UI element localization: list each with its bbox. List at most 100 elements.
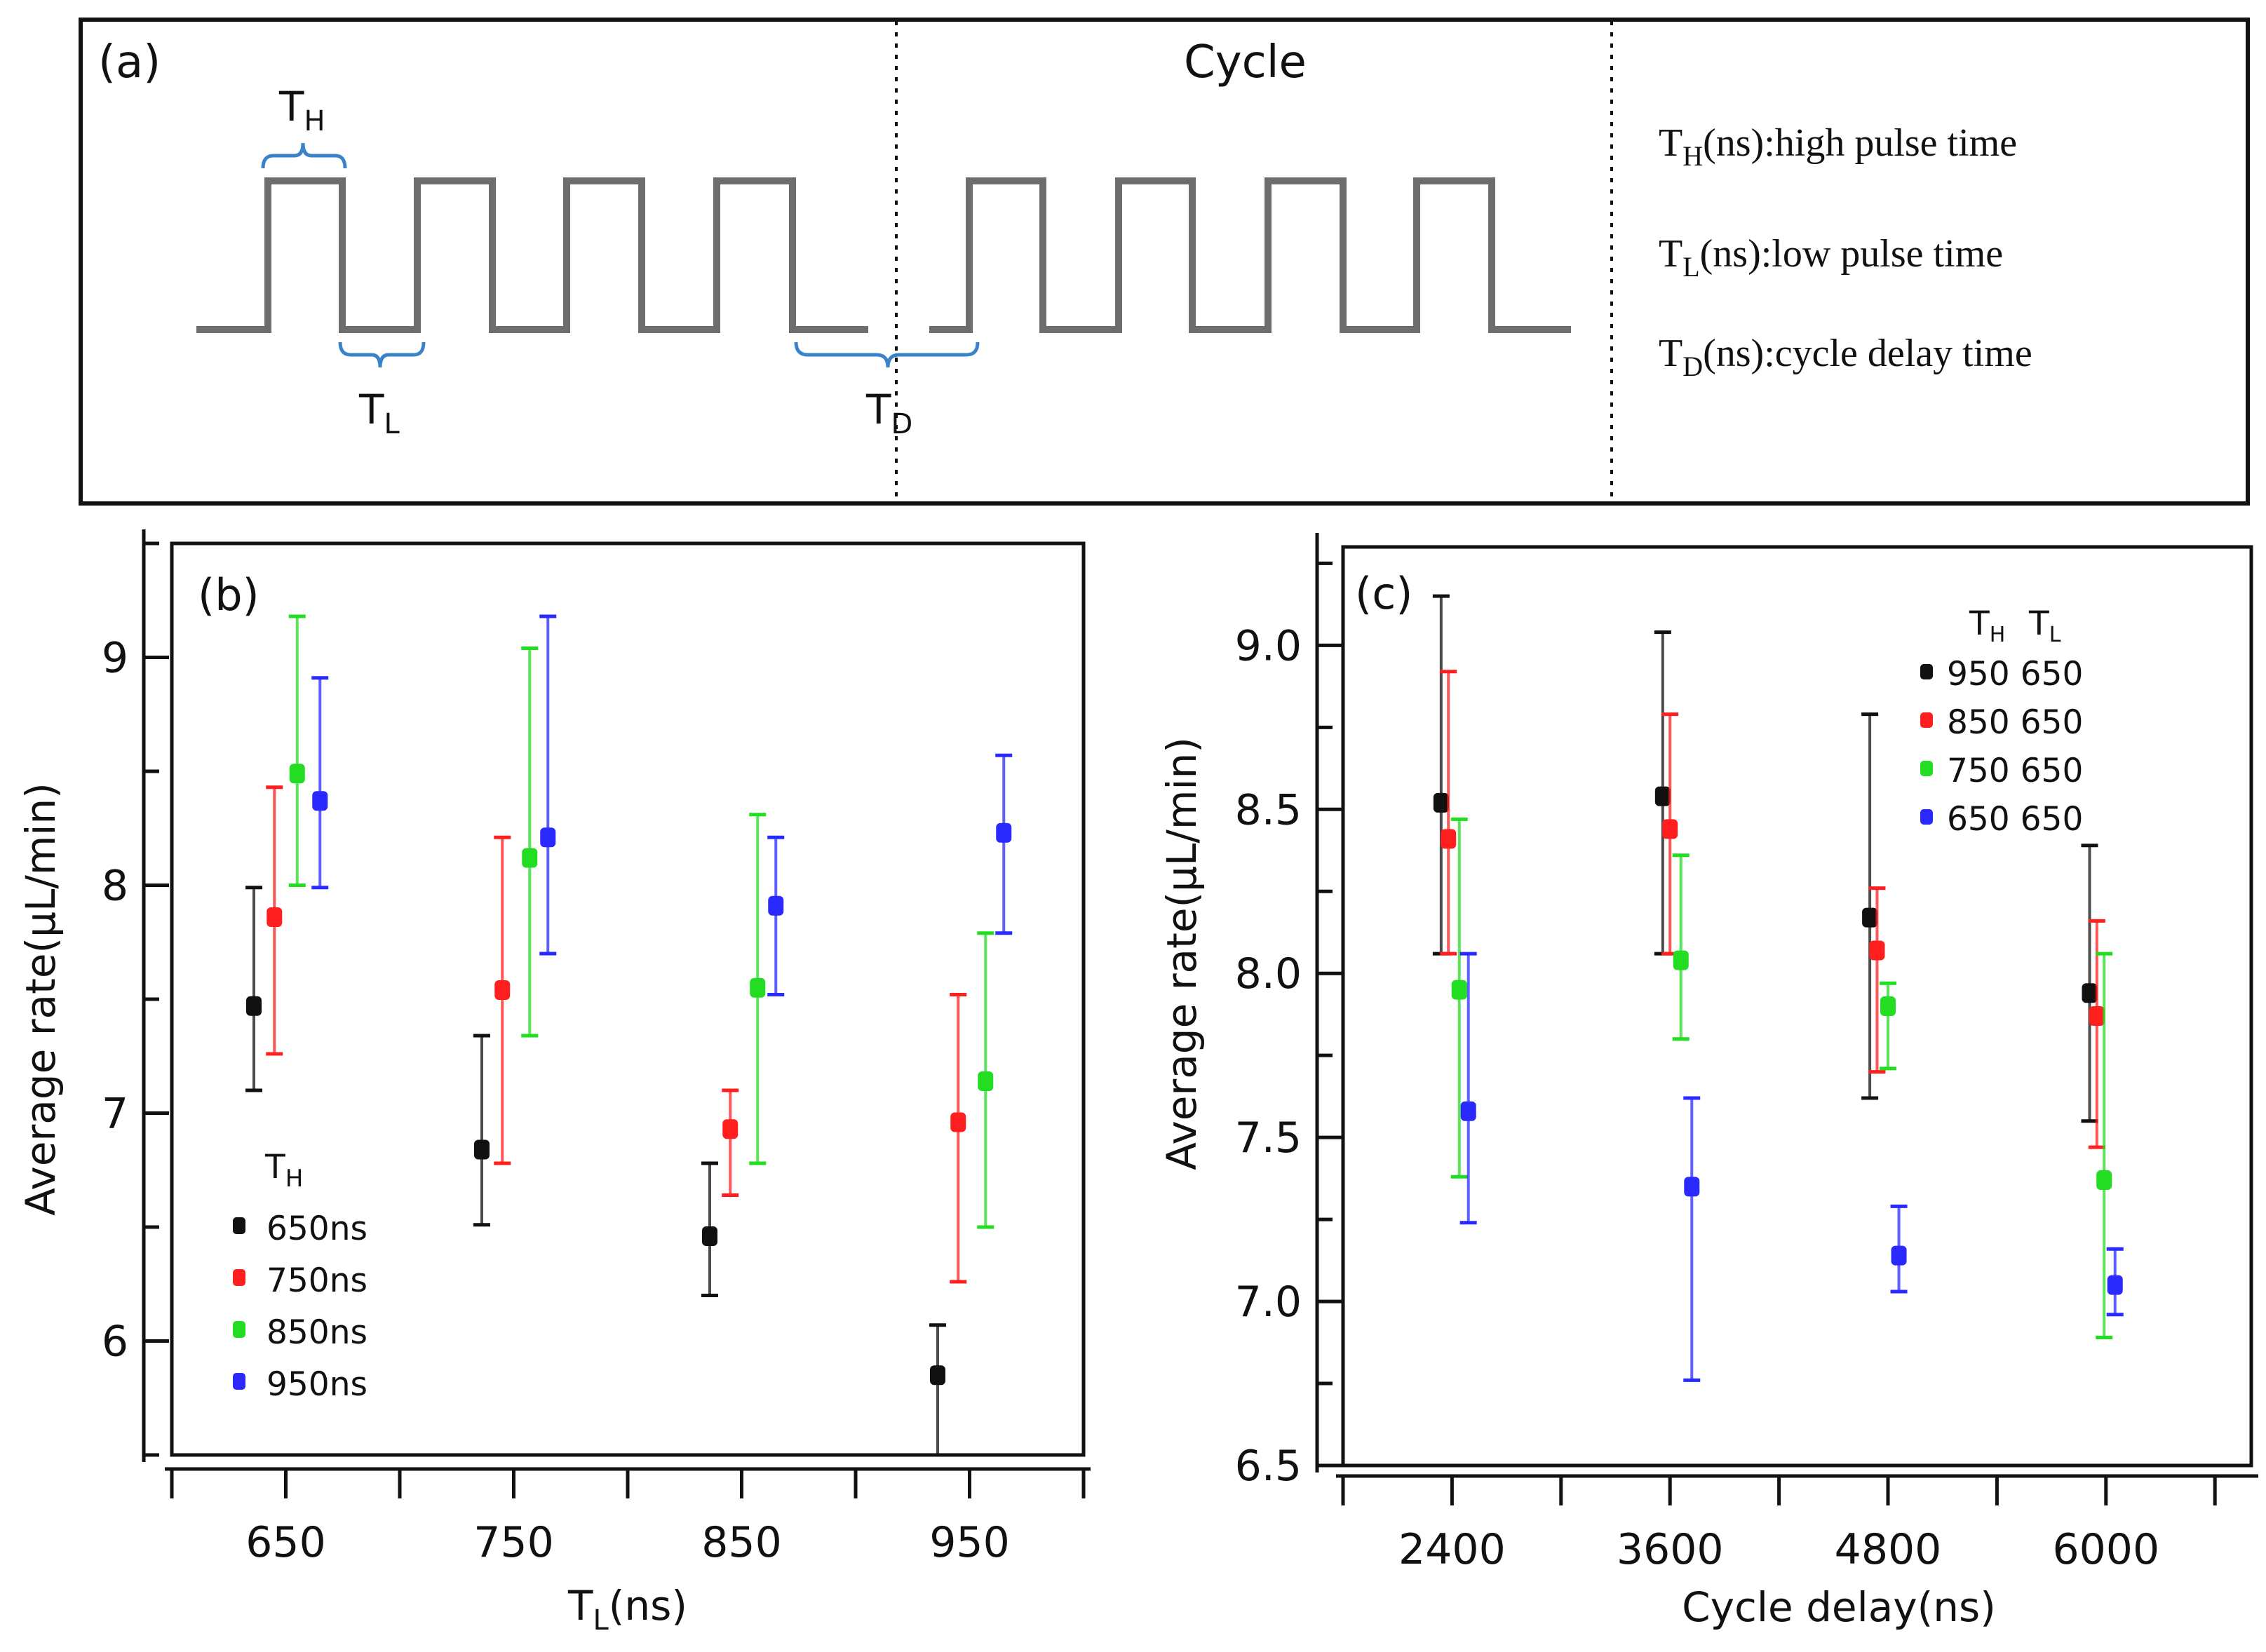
panel-c-data <box>1432 594 2124 1382</box>
y-tick-label: 6.5 <box>1235 1442 1302 1491</box>
def-tl: TL(ns):low pulse time <box>1659 232 2003 283</box>
data-point <box>1662 819 1678 839</box>
data-point <box>2082 983 2098 1003</box>
panel-c-plot-frame <box>1341 545 2253 1468</box>
data-point <box>1451 980 1467 1000</box>
series-750-650 <box>1450 817 2113 1340</box>
panel-c-legend: 950 650 850 650 750 650 650 650 <box>1920 655 2083 839</box>
pulse-train-cycle-2 <box>929 177 1571 333</box>
x-tick-label: 4800 <box>1835 1525 1942 1574</box>
data-point <box>702 1226 717 1246</box>
brace-th <box>261 142 347 169</box>
panel-b-legend-title: TH <box>264 1148 303 1193</box>
data-point <box>1862 907 1878 928</box>
legend-marker <box>1920 712 1933 728</box>
legend-marker <box>233 1269 245 1286</box>
td-label: TD <box>865 386 912 440</box>
brace-tl <box>338 341 426 368</box>
data-point <box>1433 792 1449 813</box>
legend-label: 650ns <box>267 1210 367 1248</box>
legend-marker <box>233 1373 245 1390</box>
y-tick-label: 8.5 <box>1235 785 1302 834</box>
y-tick-label: 7.0 <box>1235 1278 1302 1327</box>
panel-c-y-axis: 6.5 7.0 7.5 8.0 8.5 9.0 <box>1235 533 1342 1491</box>
legend-marker <box>233 1321 245 1338</box>
series-850-650 <box>1440 670 2105 1149</box>
x-tick-label: 850 <box>701 1518 782 1567</box>
series-950-650 <box>1432 594 2098 1123</box>
x-tick-label: 3600 <box>1617 1525 1724 1574</box>
legend-label: 750 650 <box>1947 752 2083 790</box>
legend-marker <box>1920 664 1933 679</box>
data-point <box>540 827 556 848</box>
legend-marker <box>1920 809 1933 825</box>
data-point <box>950 1112 966 1132</box>
panel-b: (b) 6 7 8 9 650 750 850 950 Average rate(μL/mi… <box>17 529 1091 1637</box>
legend-label: 850 650 <box>1947 703 2083 742</box>
panel-c-x-label: Cycle delay(ns) <box>1682 1583 1996 1631</box>
panel-b-data <box>245 614 1013 1457</box>
series-850ns <box>288 614 994 1229</box>
data-point <box>768 895 784 916</box>
legend-label: 950ns <box>267 1365 367 1404</box>
pulse-train-cycle-1 <box>196 177 868 333</box>
y-tick-label: 9.0 <box>1235 621 1302 670</box>
data-point <box>1654 786 1671 806</box>
brace-td <box>794 341 980 368</box>
panel-b-legend: 650ns 750ns 850ns 950ns <box>233 1210 367 1404</box>
y-tick-label: 7.5 <box>1235 1113 1302 1163</box>
def-td: TD(ns):cycle delay time <box>1659 332 2032 382</box>
y-tick-label: 7 <box>102 1090 128 1139</box>
series-650ns <box>245 886 946 1457</box>
data-point <box>494 980 511 1000</box>
data-point <box>312 791 328 811</box>
y-tick-label: 9 <box>102 634 128 683</box>
data-point <box>2089 1006 2105 1027</box>
data-point <box>996 822 1012 843</box>
data-point <box>978 1071 994 1091</box>
panel-b-y-axis: 6 7 8 9 <box>102 529 169 1462</box>
legend-label: 950 650 <box>1947 655 2083 693</box>
panel-b-y-label: Average rate(μL/min) <box>17 783 65 1216</box>
data-point <box>1460 1101 1476 1121</box>
data-point <box>474 1139 490 1160</box>
panel-c-x-ticks: 2400 3600 4800 6000 <box>1336 1474 2258 1574</box>
series-950ns <box>311 614 1013 996</box>
data-point <box>2096 1170 2112 1190</box>
panel-b-x-ticks: 650 750 850 950 <box>165 1467 1091 1567</box>
data-point <box>522 848 538 868</box>
x-tick-label: 650 <box>245 1518 326 1567</box>
data-point <box>1684 1177 1700 1197</box>
panel-c: (c) 6.57.07.58.08.59.0 2400 3600 4800 6000 … <box>1158 533 2258 1631</box>
data-point <box>1441 829 1457 849</box>
panel-c-y-label: Average rate(μL/min) <box>1158 737 1206 1170</box>
panel-c-legend-header-th: TH <box>1969 604 2005 647</box>
data-point <box>1869 940 1885 961</box>
panel-c-legend-header-tl: TL <box>2028 604 2061 647</box>
data-point <box>1673 950 1689 970</box>
legend-label: 650 650 <box>1947 800 2083 839</box>
data-point <box>930 1365 945 1386</box>
x-tick-label: 2400 <box>1398 1525 1506 1574</box>
legend-marker <box>1920 761 1933 776</box>
y-tick-label: 8 <box>102 862 128 911</box>
series-750ns <box>266 785 967 1284</box>
y-tick-label: 6 <box>102 1318 128 1367</box>
data-point <box>1891 1245 1907 1266</box>
def-th: TH(ns):high pulse time <box>1659 121 2017 172</box>
x-tick-label: 6000 <box>2052 1525 2159 1574</box>
data-point <box>289 764 305 784</box>
y-tick-label: 8.0 <box>1235 949 1302 998</box>
th-label: TH <box>278 83 325 137</box>
data-point <box>2107 1275 2123 1295</box>
data-point <box>750 977 766 998</box>
x-tick-label: 950 <box>929 1518 1010 1567</box>
x-tick-label: 750 <box>473 1518 554 1567</box>
legend-label: 850ns <box>267 1313 367 1352</box>
panel-b-label: (b) <box>198 569 259 621</box>
panel-a-label: (a) <box>98 36 161 88</box>
cycle-label: Cycle <box>1184 36 1307 88</box>
data-point <box>722 1119 739 1139</box>
panel-a: (a) Cycle TH TL TD TH(ns):high pulse tim… <box>79 18 2250 506</box>
